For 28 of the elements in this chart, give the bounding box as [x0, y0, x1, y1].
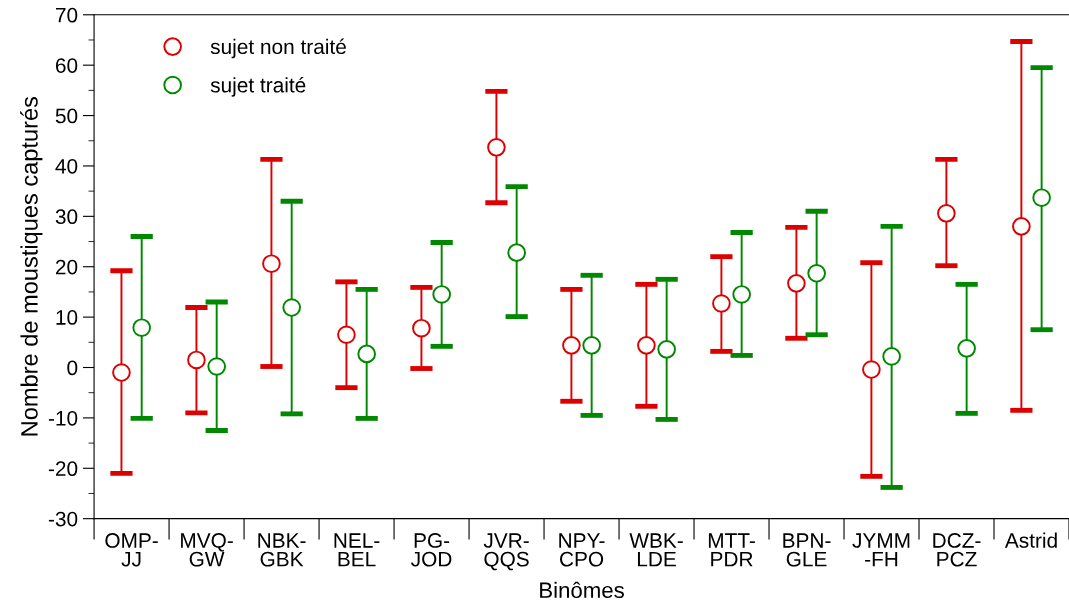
x-tick-label: NPY- CPO [559, 533, 605, 567]
y-tick-label: 60 [55, 58, 78, 73]
y-tick-label: 50 [55, 108, 78, 124]
y-tick-label: 70 [56, 7, 78, 23]
x-tick-label: DCZ- PCZ [933, 533, 981, 567]
y-tick-label: 30 [55, 209, 78, 225]
x-tick-label: NBK- GBK [258, 533, 306, 567]
y-tick-label: 0 [67, 360, 78, 376]
x-tick-label: OMP- JJ [105, 533, 158, 567]
y-tick-label: 20 [55, 259, 78, 275]
legend-label: sujet traité [210, 76, 306, 97]
x-tick-label: BPN- GLE [783, 533, 831, 567]
legend-label: sujet non traité [210, 38, 346, 59]
x-tick-label: NEL- BEL [334, 533, 380, 567]
y-tick-label: 40 [55, 158, 78, 174]
y-tick-label: -20 [48, 461, 78, 477]
x-axis-title: Binômes [540, 581, 624, 599]
x-tick-label: MVQ- GW [181, 533, 233, 567]
y-tick-label: -30 [48, 511, 78, 527]
y-tick-label: 10 [56, 310, 78, 325]
x-tick-label: WBK- LDE [629, 533, 683, 567]
x-tick-label: MTT- PDR [708, 533, 755, 567]
y-tick-label: -10 [48, 410, 78, 426]
x-tick-label: Astrid [1004, 532, 1057, 548]
y-axis-title: Nombre de moustiques capturés [20, 96, 43, 436]
x-tick-label: JYMM -FH [852, 533, 910, 567]
x-tick-label: PG- JOD [411, 533, 452, 567]
x-tick-label: JVR- QQS [483, 533, 529, 571]
